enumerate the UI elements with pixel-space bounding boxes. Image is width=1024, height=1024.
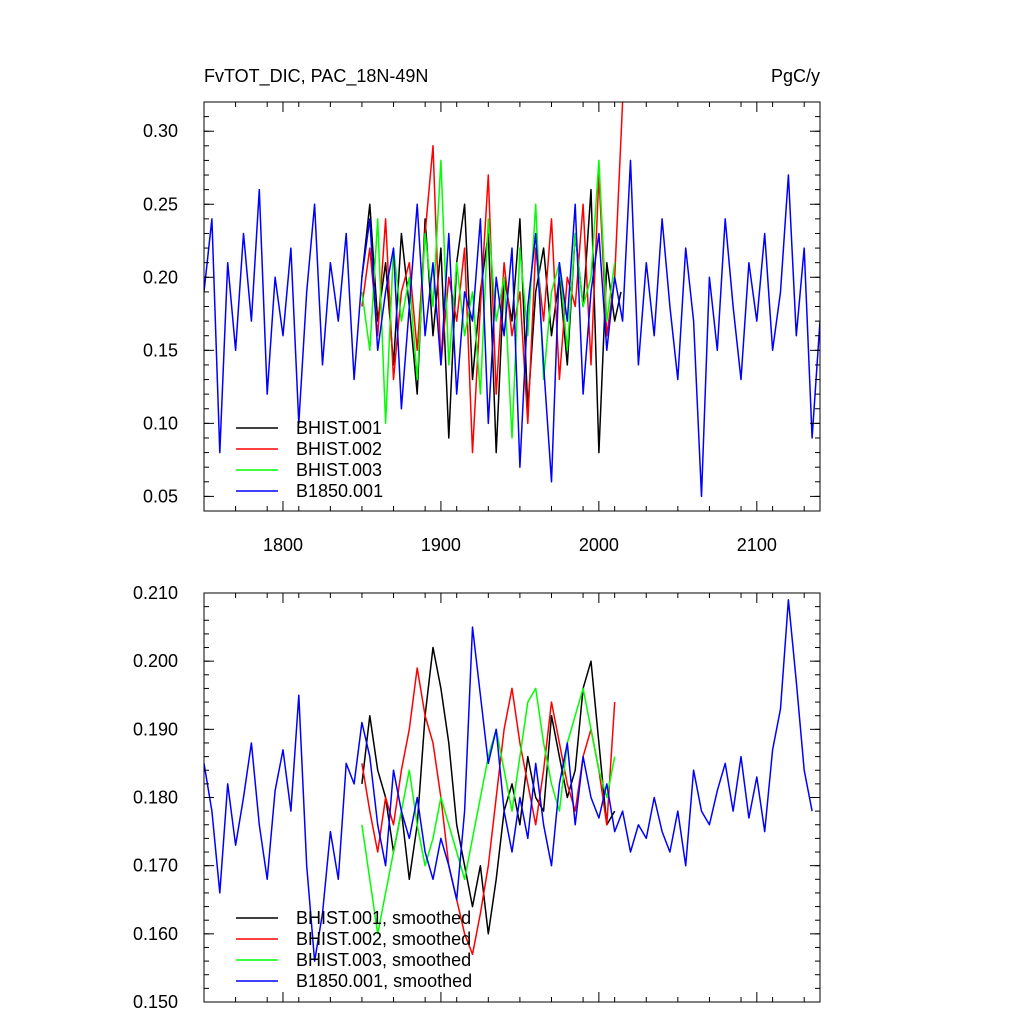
legend-label-1: BHIST.002, smoothed <box>296 929 471 949</box>
legend-label-1: BHIST.002 <box>296 439 382 459</box>
y-tick-label: 0.160 <box>133 924 178 944</box>
y-tick-label: 0.15 <box>143 340 178 360</box>
top-panel-raw-series: 1800 1900 2000 2100 0.05 0.10 0.15 0.20 0.25 0.30… <box>143 101 821 555</box>
series-line-3 <box>204 599 813 962</box>
x-tick-label: 1800 <box>263 535 303 555</box>
legend-label-2: BHIST.003 <box>296 460 382 480</box>
legend-label-0: BHIST.001 <box>296 418 382 438</box>
x-tick-label: 2000 <box>579 535 619 555</box>
legend-label-3: B1850.001, smoothed <box>296 971 472 991</box>
y-tick-label: 0.190 <box>133 719 178 739</box>
legend-label-2: BHIST.003, smoothed <box>296 950 471 970</box>
chart-units-label: PgC/y <box>771 66 820 86</box>
y-tick-label: 0.05 <box>143 486 178 506</box>
series-group <box>204 102 820 498</box>
y-tick-label: 0.30 <box>143 121 178 141</box>
series-line-1 <box>361 102 624 454</box>
y-tick-label: 0.210 <box>133 583 178 603</box>
y-tick-label: 0.10 <box>143 413 178 433</box>
legend-label-3: B1850.001 <box>296 481 383 501</box>
y-tick-label: 0.150 <box>133 992 178 1012</box>
bottom-panel-smoothed-series: 0.150 0.160 0.170 0.180 0.190 0.200 0.210 BHIST… <box>133 583 821 1012</box>
series-line-2 <box>361 687 616 935</box>
x-tick-label: 1900 <box>421 535 461 555</box>
series-line-3 <box>204 159 820 498</box>
y-tick-label: 0.200 <box>133 651 178 671</box>
y-tick-label: 0.20 <box>143 267 178 287</box>
series-line-2 <box>361 159 616 439</box>
y-tick-label: 0.170 <box>133 856 178 876</box>
chart-title-left: FvTOT_DIC, PAC_18N-49N <box>204 66 428 87</box>
y-tick-label: 0.25 <box>143 194 178 214</box>
series-group <box>204 599 813 962</box>
series-line-0 <box>361 646 616 935</box>
legend-label-0: BHIST.001, smoothed <box>296 908 471 928</box>
y-tick-label: 0.180 <box>133 788 178 808</box>
x-tick-label: 2100 <box>737 535 777 555</box>
